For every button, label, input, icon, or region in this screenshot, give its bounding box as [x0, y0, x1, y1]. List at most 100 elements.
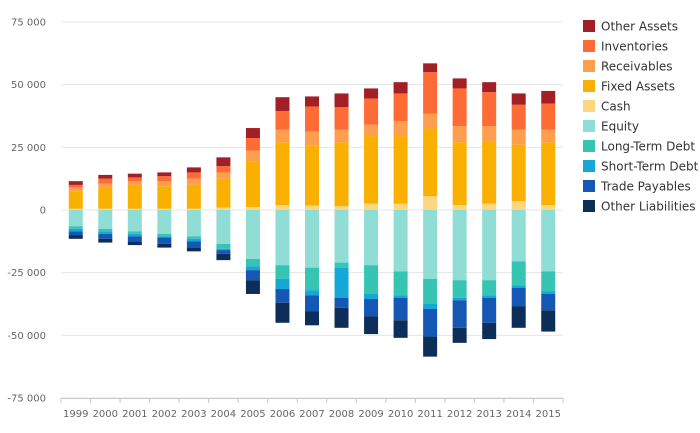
x-tick-label: 1999	[63, 409, 88, 420]
bar-equity	[511, 210, 526, 262]
bar-trade-payables	[423, 309, 438, 337]
bar-short-term-debt	[275, 278, 290, 289]
bar-fixed-assets	[245, 161, 260, 207]
bar-other-liabilities	[216, 253, 231, 261]
bar-long-term-debt	[305, 267, 319, 291]
legend-label: Other Assets	[601, 20, 678, 34]
bar-receivables	[541, 129, 556, 143]
x-tick-label: 2015	[536, 409, 561, 420]
y-tick-label: 25 000	[11, 143, 46, 154]
bar-trade-payables	[511, 287, 526, 307]
bar-cash	[275, 204, 290, 210]
bar-short-term-debt	[511, 285, 526, 288]
bar-fixed-assets	[127, 184, 142, 209]
bar-other-assets	[305, 96, 319, 107]
bar-other-liabilities	[186, 247, 201, 252]
bar-other-liabilities	[98, 238, 113, 243]
legend-swatch	[583, 200, 595, 212]
bar-trade-payables	[541, 293, 556, 311]
bar-other-liabilities	[127, 241, 142, 246]
bar-short-term-debt	[334, 267, 349, 298]
bar-cash	[68, 208, 83, 210]
bars	[68, 63, 556, 357]
bar-short-term-debt	[452, 297, 467, 301]
y-tick-label: -25 000	[7, 268, 46, 279]
x-tick-label: 2000	[93, 409, 118, 420]
x-tick-label: 2008	[329, 409, 354, 420]
bar-other-assets	[186, 167, 201, 173]
bar-trade-payables	[364, 298, 379, 317]
bar-other-liabilities	[482, 322, 497, 340]
bar-receivables	[216, 172, 231, 179]
bar-fixed-assets	[334, 142, 349, 207]
bar-cash	[452, 204, 467, 210]
bar-short-term-debt	[305, 290, 319, 296]
bar-other-assets	[482, 82, 497, 93]
bar-short-term-debt	[98, 231, 113, 234]
bar-fixed-assets	[68, 191, 83, 209]
legend-swatch	[583, 60, 595, 72]
legend-swatch	[583, 20, 595, 32]
bar-trade-payables	[305, 295, 319, 312]
x-tick-label: 2007	[299, 409, 324, 420]
bar-receivables	[423, 113, 438, 129]
bar-short-term-debt	[68, 228, 83, 232]
bar-other-assets	[127, 173, 142, 178]
bar-other-liabilities	[275, 302, 290, 323]
bar-short-term-debt	[423, 304, 438, 310]
x-tick-label: 2009	[358, 409, 383, 420]
bar-receivables	[482, 126, 497, 142]
bar-other-assets	[393, 82, 408, 94]
y-tick-label: -50 000	[7, 331, 46, 342]
legend-label: Long-Term Debt	[601, 140, 695, 154]
bar-equity	[334, 210, 349, 263]
bar-trade-payables	[68, 231, 83, 236]
legend-label: Equity	[601, 120, 639, 134]
x-tick-label: 2012	[447, 409, 472, 420]
bar-long-term-debt	[157, 233, 172, 237]
y-tick-label: 0	[40, 206, 46, 217]
bar-cash	[393, 203, 408, 210]
bar-trade-payables	[334, 297, 349, 308]
x-tick-label: 2004	[211, 409, 236, 420]
bar-receivables	[275, 129, 290, 143]
bar-equity	[541, 210, 556, 272]
bar-inventories	[157, 176, 172, 182]
bar-long-term-debt	[245, 258, 260, 267]
bar-equity	[305, 210, 319, 268]
bar-cash	[98, 208, 113, 210]
legend-swatch	[583, 140, 595, 152]
bar-receivables	[393, 121, 408, 137]
bar-inventories	[482, 92, 497, 127]
bar-inventories	[423, 72, 438, 114]
bar-other-assets	[98, 174, 113, 179]
bar-long-term-debt	[511, 261, 526, 286]
bar-fixed-assets	[305, 145, 319, 206]
legend-label: Inventories	[601, 40, 668, 54]
bar-cash	[216, 207, 231, 210]
x-tick-label: 2006	[270, 409, 295, 420]
bar-inventories	[511, 104, 526, 130]
bar-equity	[364, 210, 379, 266]
bar-other-assets	[275, 97, 290, 111]
bar-other-assets	[541, 90, 556, 104]
bar-cash	[127, 208, 142, 210]
bar-equity	[216, 210, 231, 244]
bar-other-assets	[511, 93, 526, 105]
bar-other-liabilities	[364, 316, 379, 335]
bar-cash	[157, 208, 172, 210]
bar-long-term-debt	[452, 280, 467, 298]
bar-other-assets	[364, 88, 379, 99]
bar-fixed-assets	[393, 136, 408, 204]
legend-swatch	[583, 100, 595, 112]
legend-label: Short-Term Debt	[601, 160, 699, 174]
bar-trade-payables	[393, 297, 408, 321]
bar-inventories	[305, 106, 319, 132]
bar-short-term-debt	[245, 266, 260, 271]
bar-fixed-assets	[275, 142, 290, 205]
x-tick-label: 2011	[417, 409, 442, 420]
bar-receivables	[334, 129, 349, 143]
bar-receivables	[364, 124, 379, 137]
bar-long-term-debt	[541, 271, 556, 292]
bar-equity	[393, 210, 408, 272]
